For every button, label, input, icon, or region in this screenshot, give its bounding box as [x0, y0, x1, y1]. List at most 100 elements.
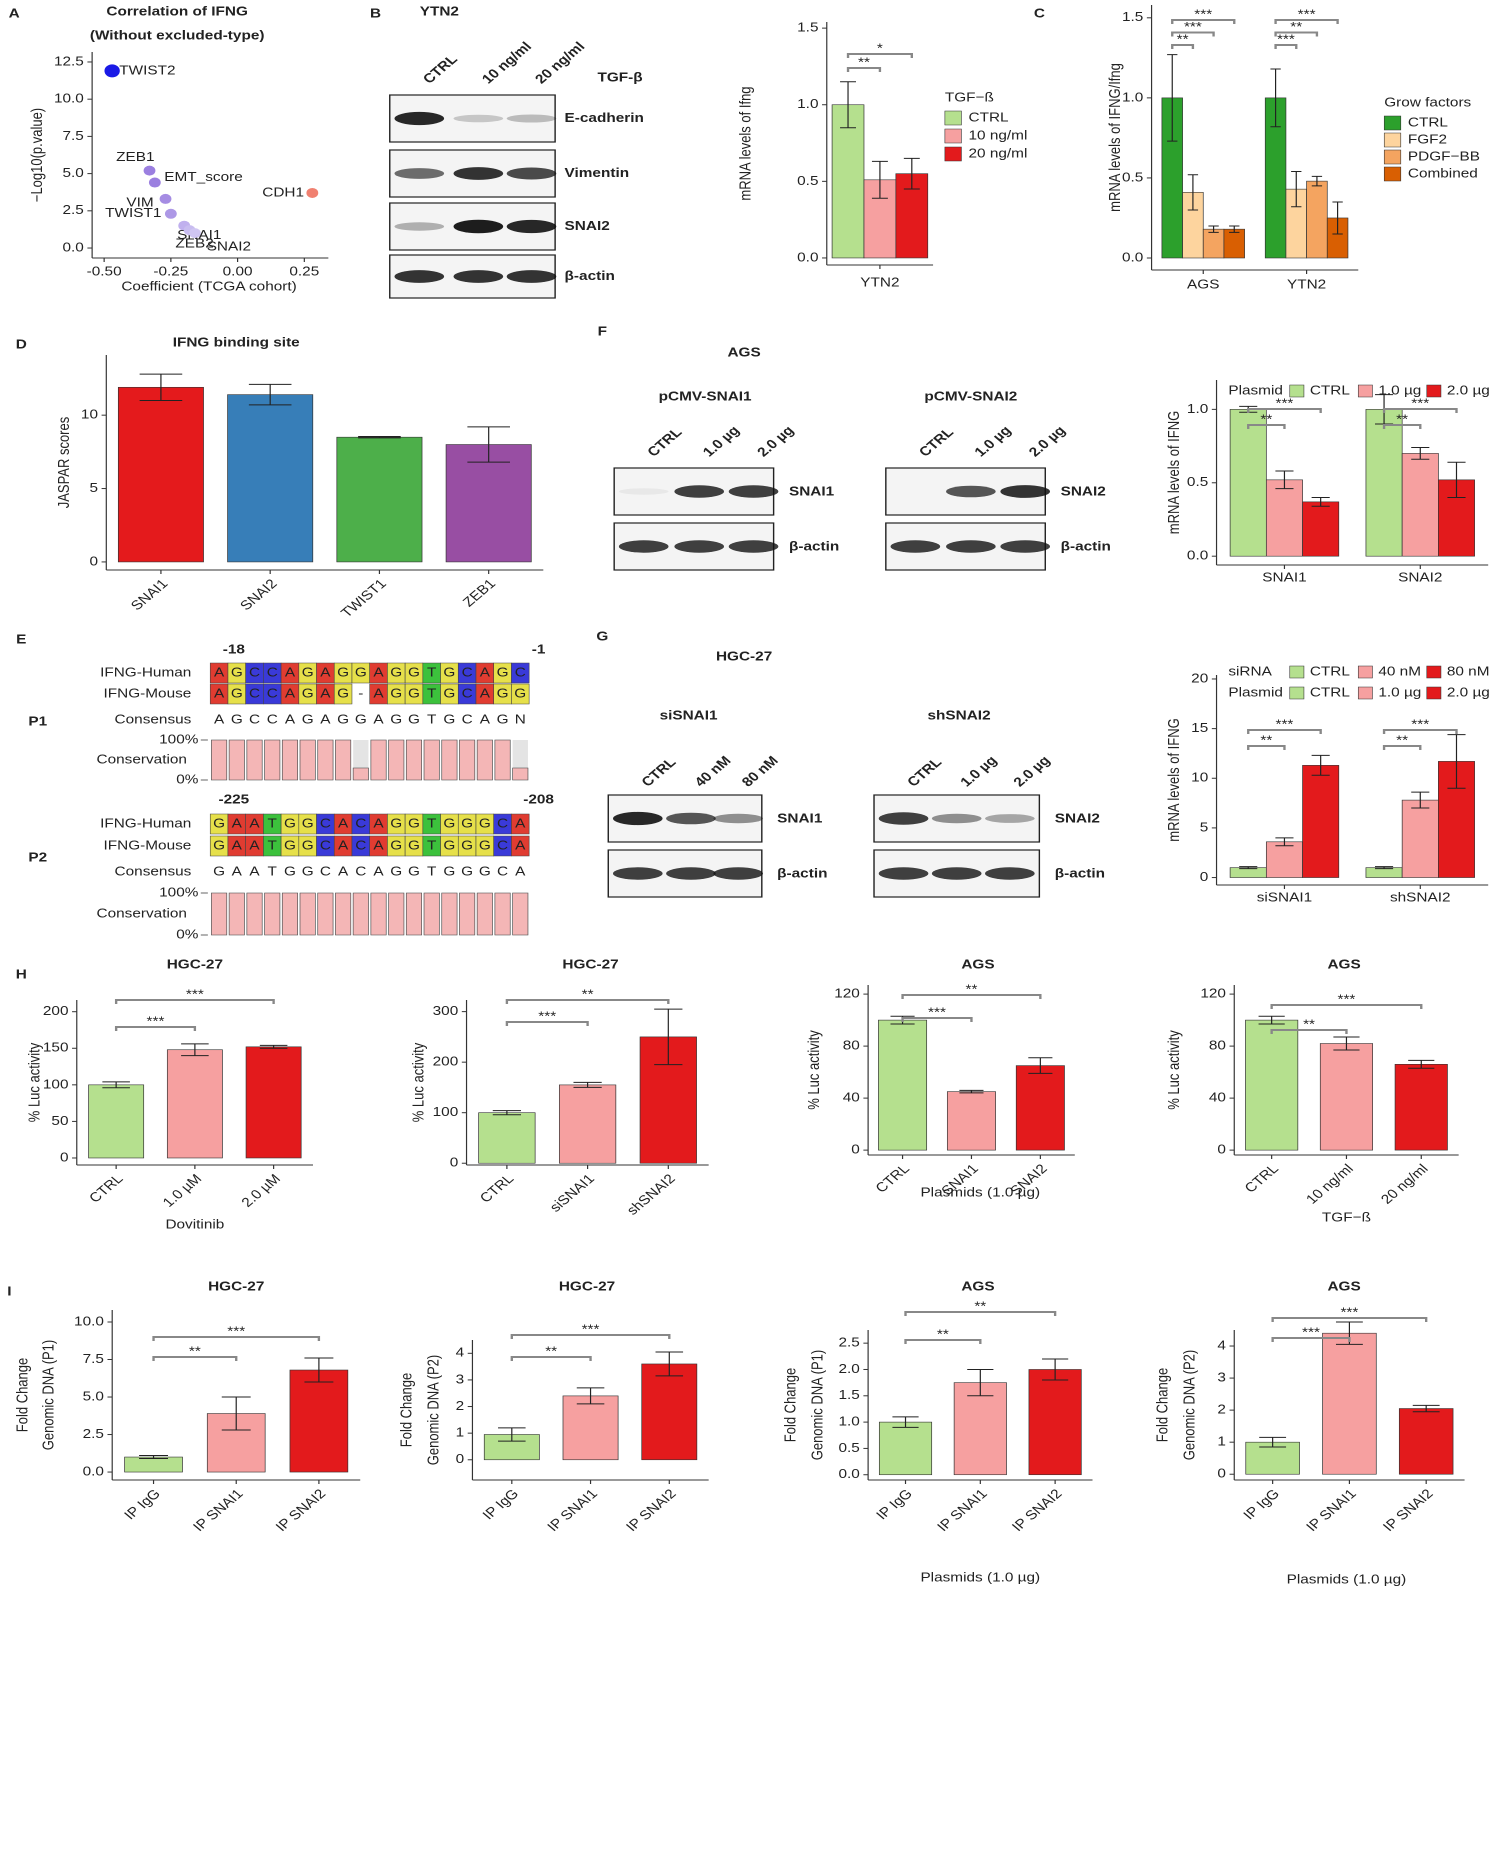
- nucleotide: G: [408, 838, 420, 853]
- significance-label: ***: [1275, 717, 1293, 732]
- significance-bracket: [505, 1021, 589, 1026]
- legend-label: 2.0 µg: [1447, 383, 1490, 398]
- significance-bracket: [1247, 729, 1322, 734]
- consensus-nucleotide: A: [373, 864, 384, 879]
- nucleotide-cell: [511, 683, 530, 705]
- y-tick-label: 12.5: [54, 54, 84, 69]
- conservation-bar: [441, 892, 458, 936]
- protein-label: SNAI2: [1055, 811, 1100, 826]
- significance-label: **: [937, 1327, 949, 1342]
- nucleotide-cell: [511, 662, 530, 684]
- error-bar: [139, 1455, 169, 1460]
- blot-band: [394, 168, 445, 179]
- consensus-nucleotide: C: [249, 712, 260, 727]
- y-tick-label: 4: [456, 1346, 465, 1361]
- conservation-tick: 0%: [176, 772, 199, 787]
- significance-bracket: [1171, 31, 1215, 37]
- y-tick-label: 150: [43, 1041, 69, 1056]
- y-tick-label: 2: [456, 1399, 465, 1414]
- blot-band: [506, 167, 557, 180]
- legend-label: CTRL: [1310, 685, 1350, 700]
- x-tick-label: IP IgG: [121, 1487, 164, 1523]
- chart-title: AGS: [961, 1279, 994, 1294]
- consensus-nucleotide: T: [427, 712, 437, 727]
- legend-swatch: [1383, 166, 1402, 182]
- nucleotide: G: [443, 838, 455, 853]
- panel-letter: E: [16, 632, 26, 647]
- y-tick-label: 2.0: [838, 1362, 859, 1377]
- y-tick-label: 2: [1217, 1403, 1226, 1418]
- consensus-nucleotide: G: [284, 864, 296, 879]
- nucleotide-cell: [333, 683, 353, 705]
- conservation-bar: [335, 739, 352, 781]
- blot-band: [394, 270, 445, 283]
- significance-label: ***: [582, 1322, 600, 1337]
- y-tick-label: 0.0: [1187, 549, 1208, 564]
- panel-letter: A: [9, 6, 20, 21]
- significance-bracket: [901, 1017, 973, 1022]
- chart-title: Correlation of IFNG: [106, 4, 248, 19]
- x-tick-label: -0.25: [153, 264, 188, 279]
- legend-label: Combined: [1408, 166, 1478, 181]
- position-label: -208: [523, 792, 554, 807]
- y-tick-label: 1: [456, 1426, 465, 1441]
- nucleotide: C: [497, 816, 508, 831]
- significance-bracket: [1382, 424, 1422, 429]
- significance-label: **: [1290, 20, 1302, 35]
- significance-label: **: [858, 55, 870, 70]
- panel-letter: B: [370, 6, 381, 21]
- bar: [336, 436, 423, 563]
- nucleotide: C: [462, 665, 473, 680]
- significance-label: ***: [1411, 396, 1429, 411]
- x-tick-label: SNAI1: [1262, 570, 1306, 585]
- x-tick-label: AGS: [1187, 277, 1219, 292]
- significance-label: **: [974, 1299, 986, 1314]
- protein-label: β-actin: [1055, 866, 1105, 881]
- point-label: ZEB1: [116, 150, 154, 165]
- nucleotide: T: [427, 816, 437, 831]
- y-axis-label: mRNA levels of IFNG: [1166, 411, 1183, 534]
- nucleotide: C: [320, 838, 331, 853]
- conservation-bar: [317, 892, 334, 936]
- x-axis-label: Plasmids (1.0 µg): [1287, 1572, 1407, 1587]
- consensus-nucleotide: G: [479, 864, 491, 879]
- consensus-nucleotide: C: [320, 864, 331, 879]
- x-axis-label: Dovitinib: [165, 1217, 224, 1232]
- error-bar: [655, 1351, 684, 1377]
- y-tick-label: 120: [1200, 987, 1226, 1002]
- blot-band: [453, 219, 504, 234]
- point-label: TWIST2: [119, 63, 175, 78]
- construct-label: pCMV-SNAI2: [924, 389, 1017, 404]
- bar: [478, 1112, 536, 1164]
- blot-band: [618, 540, 669, 553]
- conservation-bar: [405, 739, 423, 781]
- blot-band: [453, 114, 504, 123]
- conservation-bar: [370, 892, 387, 936]
- y-axis-label: Genomic DNA (P1): [41, 1340, 58, 1450]
- x-tick-label: IP SNAI1: [934, 1487, 991, 1535]
- blot-band: [985, 867, 1035, 880]
- nucleotide: G: [408, 816, 420, 831]
- y-axis-label: % Luc activity: [1166, 1029, 1183, 1109]
- nucleotide: A: [285, 665, 296, 680]
- lane-label: 2.0 µg: [1011, 753, 1054, 790]
- bar: [289, 1369, 349, 1473]
- consensus-nucleotide: C: [462, 712, 473, 727]
- conservation-bar: [459, 892, 476, 936]
- y-tick-label: 200: [43, 1004, 69, 1019]
- significance-label: ***: [1411, 717, 1429, 732]
- nucleotide: G: [408, 686, 420, 701]
- y-tick-label: 1: [1217, 1435, 1226, 1450]
- blot-band: [1000, 485, 1050, 498]
- bar: [562, 1395, 619, 1461]
- legend-label: 1.0 µg: [1378, 685, 1421, 700]
- significance-label: **: [1260, 733, 1272, 748]
- lane-label: 10 ng/ml: [479, 39, 535, 87]
- error-bar: [102, 1081, 130, 1089]
- y-tick-label: 0.0: [83, 1465, 104, 1480]
- lane-label: 1.0 µg: [700, 423, 743, 460]
- blot-band: [394, 111, 445, 126]
- nucleotide: G: [213, 838, 225, 853]
- y-axis-label: % Luc activity: [410, 1042, 427, 1122]
